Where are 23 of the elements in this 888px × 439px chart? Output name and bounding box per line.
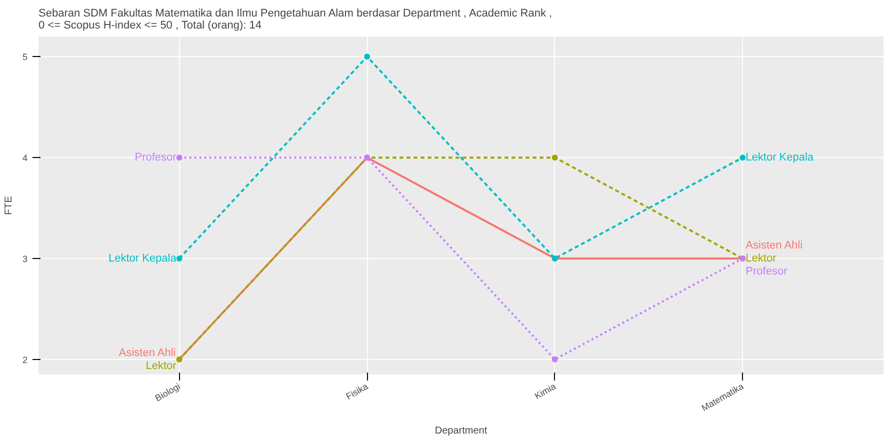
text: Asisten Ahli bbox=[746, 239, 803, 252]
chart-title: Sebaran SDM Fakultas Matematika dan Ilmu Pengetahuan Alam berdasar Department , Academic Rank , 0 <= Scopus H-index <= 50 , Total (orang): 14 bbox=[38, 8, 552, 32]
y-tick-label: 2 bbox=[22, 354, 28, 365]
y-axis-title: FTE bbox=[3, 196, 14, 215]
x-tick-label: Kimia bbox=[532, 381, 558, 402]
point bbox=[552, 356, 558, 362]
text: Lektor bbox=[146, 360, 176, 372]
text: Lektor Kepala bbox=[746, 152, 814, 164]
point bbox=[740, 154, 746, 161]
point bbox=[364, 54, 370, 60]
point bbox=[176, 255, 182, 262]
x-tick-label: Fisika bbox=[344, 381, 370, 402]
series-label: Lektor bbox=[746, 252, 777, 264]
y-tick-label: 4 bbox=[22, 153, 28, 164]
text: Profesor bbox=[746, 265, 788, 278]
x-axis-title: Department bbox=[434, 425, 488, 436]
y-tick-label: 5 bbox=[22, 52, 28, 62]
y-tick-label: 3 bbox=[22, 254, 28, 264]
series-label: Lektor Kepala bbox=[108, 252, 178, 264]
point bbox=[552, 154, 558, 161]
series-label: Profesor bbox=[134, 152, 177, 164]
point bbox=[176, 154, 182, 161]
series-label: Asisten Ahli bbox=[118, 346, 176, 359]
